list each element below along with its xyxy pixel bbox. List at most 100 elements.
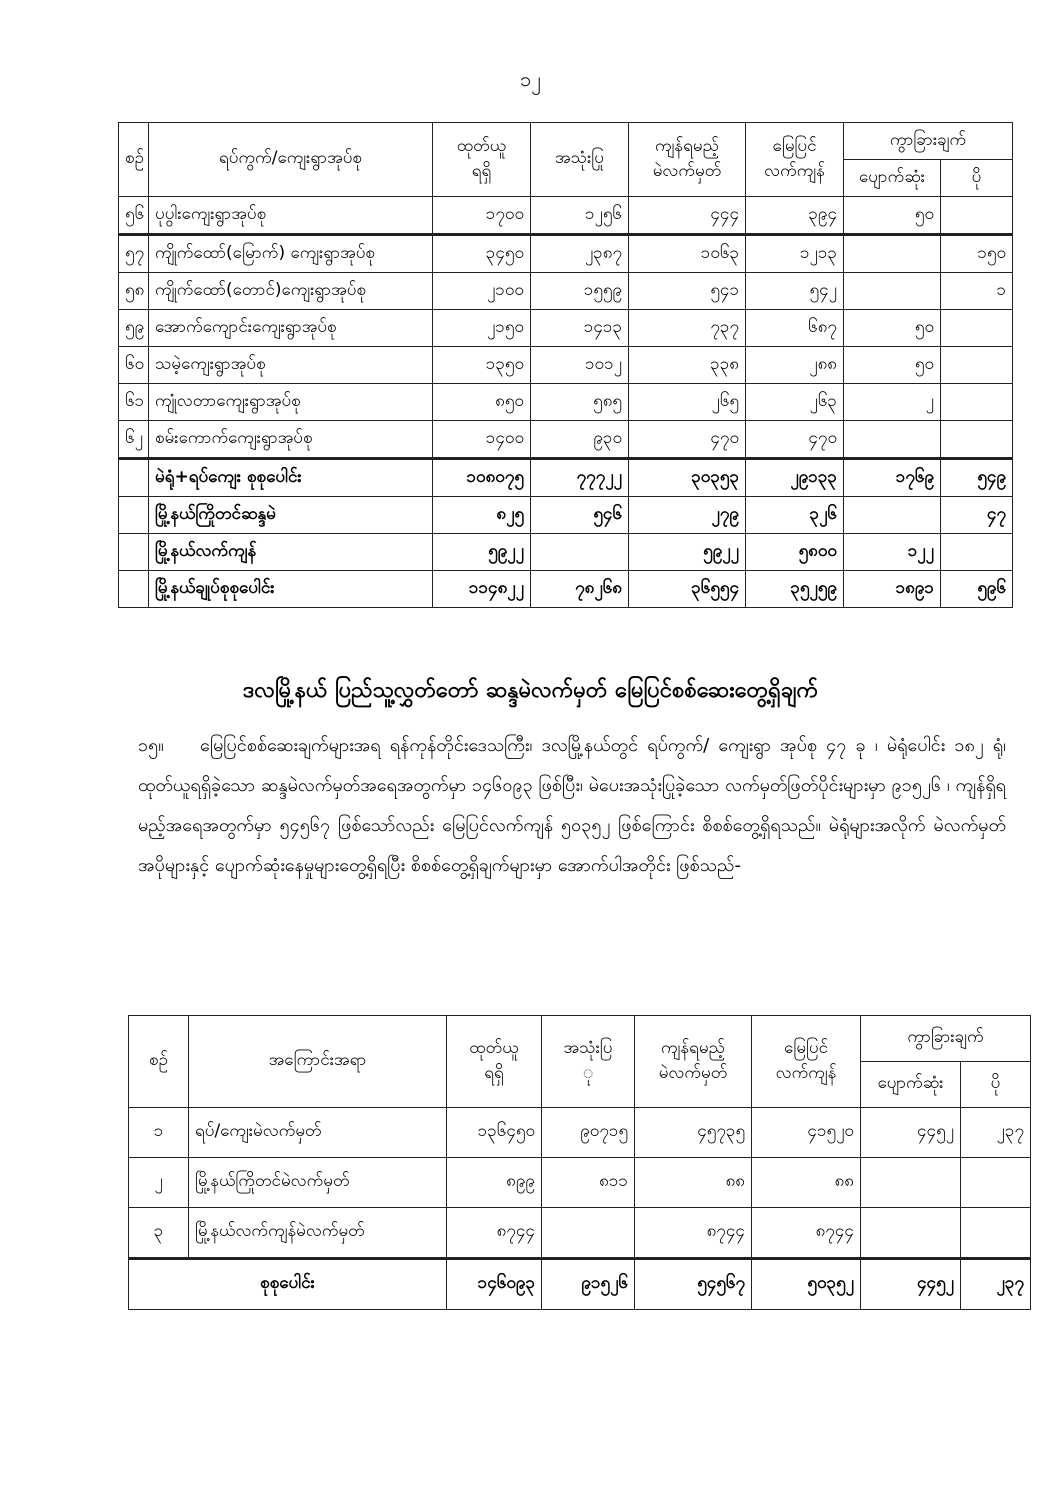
cell-ground-remain: ၂၉၁၃၃ xyxy=(745,457,844,497)
cell-should-remain: ၈၇၄၄ xyxy=(634,1207,752,1259)
cell-missing: ၂ xyxy=(843,383,941,421)
table-row: ၆၁ ကျုံလတာကျေးရွာအုပ်စု ၈၅၀ ၅၈၅ ၂၆၅ ၂၆၃၂ xyxy=(118,383,1014,421)
cell-no xyxy=(118,533,149,571)
total-issued: ၁၄၆၀၉၃ xyxy=(446,1257,542,1310)
cell-missing xyxy=(843,496,941,534)
header-no: စဉ် xyxy=(118,122,149,197)
cell-should-remain: ၇၃၇ xyxy=(628,309,746,347)
cell-missing xyxy=(860,1157,961,1208)
cell-used: ၁၄၁၃ xyxy=(530,309,629,347)
header-missing: ပျောက်ဆုံး xyxy=(843,159,941,197)
cell-excess xyxy=(939,196,1014,235)
cell-name: ကျိုက်ထော်(တောင်)ကျေးရွာအုပ်စု xyxy=(148,272,433,310)
total-label: စုစုပေါင်း xyxy=(128,1257,447,1310)
total-row: စုစုပေါင်း ၁၄၆၀၉၃ ၉၁၅၂၆ ၅၄၅၆၇ ၅၀၃၅၂ ၄၄၅၂ ၂၃၇ xyxy=(128,1257,1032,1310)
header-ground-remain: မြေပြင် လက်ကျန် xyxy=(745,122,844,197)
cell-name: ကျိုက်ထော်(မြောက်) ကျေးရွာအုပ်စု xyxy=(148,233,433,273)
cell-missing xyxy=(843,233,941,273)
table-row: ၃မြို့နယ်လက်ကျန်မဲလက်မှတ် ၈၇၄၄ ၈၇၄၄ ၈၇၄၄ xyxy=(128,1207,1032,1259)
header-subject: အကြောင်းအရာ xyxy=(188,1015,447,1108)
cell-no: ၆၀ xyxy=(118,346,149,384)
cell-used: ၉၀၇၁၅ xyxy=(541,1107,635,1158)
table-row: ၅၈ ကျိုက်ထော်(တောင်)ကျေးရွာအုပ်စု ၂၁၀၀ ၁၅၅၉… xyxy=(118,272,1014,310)
table-row: ၁ရပ်/ကျေးမဲလက်မှတ် ၁၃၆၄၅၀ ၉၀၇၁၅ ၄၅၇၃၅ ၄၁၅၂၀၄… xyxy=(128,1107,1032,1158)
table-row: မြို့နယ်လက်ကျန် ၅၉၂၂ ၅၉၂၂ ၅၈၀၀ ၁၂၂ xyxy=(118,533,1014,571)
cell-name: သမဲ့ကျေးရွာအုပ်စု xyxy=(148,346,433,384)
cell-name: ရပ်/ကျေးမဲလက်မှတ် xyxy=(188,1107,447,1158)
table-row: ၅၆ ပုပွါးကျေးရွာအုပ်စု ၁၇၀၀ ၁၂၅၆ ၄၄၄ ၃၉၄ ၅၀ xyxy=(118,196,1014,235)
cell-issued: ၈၇၄၄ xyxy=(446,1207,542,1259)
cell-ground-remain: ၈၈ xyxy=(751,1157,861,1208)
cell-name: မြို့နယ်ကြိုတင်ဆန္ဒမဲ xyxy=(148,496,433,534)
paragraph-number: ၁၅။ xyxy=(138,735,164,756)
cell-should-remain: ၈၈ xyxy=(634,1157,752,1208)
cell-ground-remain: ၆၈၇ xyxy=(745,309,844,347)
cell-excess: ၅၄၉ xyxy=(939,457,1014,497)
cell-no: ၃ xyxy=(128,1207,189,1259)
cell-used: ၇၇၇၂၂ xyxy=(530,457,629,497)
header-excess: ပို xyxy=(959,1061,1032,1108)
cell-ground-remain: ၃၅၂၅၉ xyxy=(745,570,844,608)
header-missing: ပျောက်ဆုံး xyxy=(860,1061,961,1108)
header-excess: ပို xyxy=(939,159,1014,197)
cell-used: ၁၀၁၂ xyxy=(530,346,629,384)
cell-missing: ၁၇၆၉ xyxy=(843,457,941,497)
page-number: ၁၂ xyxy=(519,67,542,91)
cell-used: ၅၈၅ xyxy=(530,383,629,421)
ballot-summary-table: စဉ် အကြောင်းအရာ ထုတ်ယူ ရရှိ အသုံးပြု ကျန်… xyxy=(128,1015,1032,1310)
cell-issued: ၁၁၄၈၂၂ xyxy=(432,570,531,608)
cell-used: ၁၅၅၉ xyxy=(530,272,629,310)
cell-ground-remain: ၂၆၃ xyxy=(745,383,844,421)
cell-should-remain: ၂၇၉ xyxy=(628,496,746,534)
cell-excess xyxy=(939,309,1014,347)
cell-ground-remain: ၂၈၈ xyxy=(745,346,844,384)
cell-no: ၅၇ xyxy=(118,233,149,273)
cell-issued: ၁၄၀၀ xyxy=(432,420,531,459)
cell-used: ၂၃၈၇ xyxy=(530,233,629,273)
section-title: ဒလမြို့နယ် ပြည်သူ့လွှတ်တော် ဆန္ဒမဲလက်မှတ… xyxy=(242,678,819,703)
cell-used: ၈၁၁ xyxy=(541,1157,635,1208)
findings-paragraph: ၁၅။ မြေပြင်စစ်ဆေးချက်များအရ ရန်ကုန်တိုင်း… xyxy=(138,726,1006,886)
header-no: စဉ် xyxy=(128,1015,189,1108)
cell-ground-remain: ၁၂၁၃ xyxy=(745,233,844,273)
cell-name: မြို့နယ်ချုပ်စုစုပေါင်း xyxy=(148,570,433,608)
cell-missing: ၄၄၅၂ xyxy=(860,1107,961,1158)
cell-should-remain: ၃၃၈ xyxy=(628,346,746,384)
table-row: ၅၉ အောက်ကျောင်းကျေးရွာအုပ်စု ၂၁၅၀ ၁၄၁၃ ၇၃၇ ၆၈… xyxy=(118,309,1014,347)
cell-excess: ၁၅၀ xyxy=(939,233,1014,273)
cell-excess xyxy=(939,346,1014,384)
cell-used xyxy=(530,533,629,571)
cell-excess: ၅၉၆ xyxy=(939,570,1014,608)
cell-no xyxy=(118,496,149,534)
header-difference: ကွာခြားချက် xyxy=(859,1015,1032,1062)
cell-no: ၅၉ xyxy=(118,309,149,347)
cell-missing xyxy=(843,272,941,310)
cell-name: စမ်းကောက်ကျေးရွာအုပ်စု xyxy=(148,420,433,459)
cell-no: ၂ xyxy=(128,1157,189,1208)
cell-issued: ၅၉၂၂ xyxy=(432,533,531,571)
cell-issued: ၈၅၀ xyxy=(432,383,531,421)
total-ground-remain: ၅၀၃၅၂ xyxy=(751,1257,861,1310)
cell-name: မဲရုံ+ရပ်ကျေး စုစုပေါင်း xyxy=(148,457,433,497)
cell-issued: ၁၀၈၀၇၅ xyxy=(432,457,531,497)
cell-issued: ၂၁၀၀ xyxy=(432,272,531,310)
table-row: မဲရုံ+ရပ်ကျေး စုစုပေါင်း ၁၀၈၀၇၅ ၇၇၇၂၂ ၃၀၃၅၃… xyxy=(118,457,1014,497)
cell-used: ၇၈၂၆၈ xyxy=(530,570,629,608)
total-should-remain: ၅၄၅၆၇ xyxy=(634,1257,752,1310)
cell-name: မြို့နယ်လက်ကျန်မဲလက်မှတ် xyxy=(188,1207,447,1259)
cell-issued: ၁၇၀၀ xyxy=(432,196,531,235)
cell-ground-remain: ၄၇၀ xyxy=(745,420,844,459)
table-row: ၆၀ သမဲ့ကျေးရွာအုပ်စု ၁၃၅၀ ၁၀၁၂ ၃၃၈ ၂၈၈ ၅၀ xyxy=(118,346,1014,384)
cell-issued: ၁၃၆၄၅၀ xyxy=(446,1107,542,1158)
cell-missing: ၅၀ xyxy=(843,309,941,347)
cell-issued: ၈၉၉ xyxy=(446,1157,542,1208)
cell-excess: ၁ xyxy=(939,272,1014,310)
cell-ground-remain: ၃၉၄ xyxy=(745,196,844,235)
cell-issued: ၂၁၅၀ xyxy=(432,309,531,347)
header-difference: ကွာခြားချက် xyxy=(842,122,1014,160)
cell-issued: ၃၄၅၀ xyxy=(432,233,531,273)
cell-no: ၆၁ xyxy=(118,383,149,421)
header-should-remain: ကျန်ရမည့် မဲလက်မှတ် xyxy=(628,122,746,197)
header-issued: ထုတ်ယူ ရရှိ xyxy=(432,122,531,197)
